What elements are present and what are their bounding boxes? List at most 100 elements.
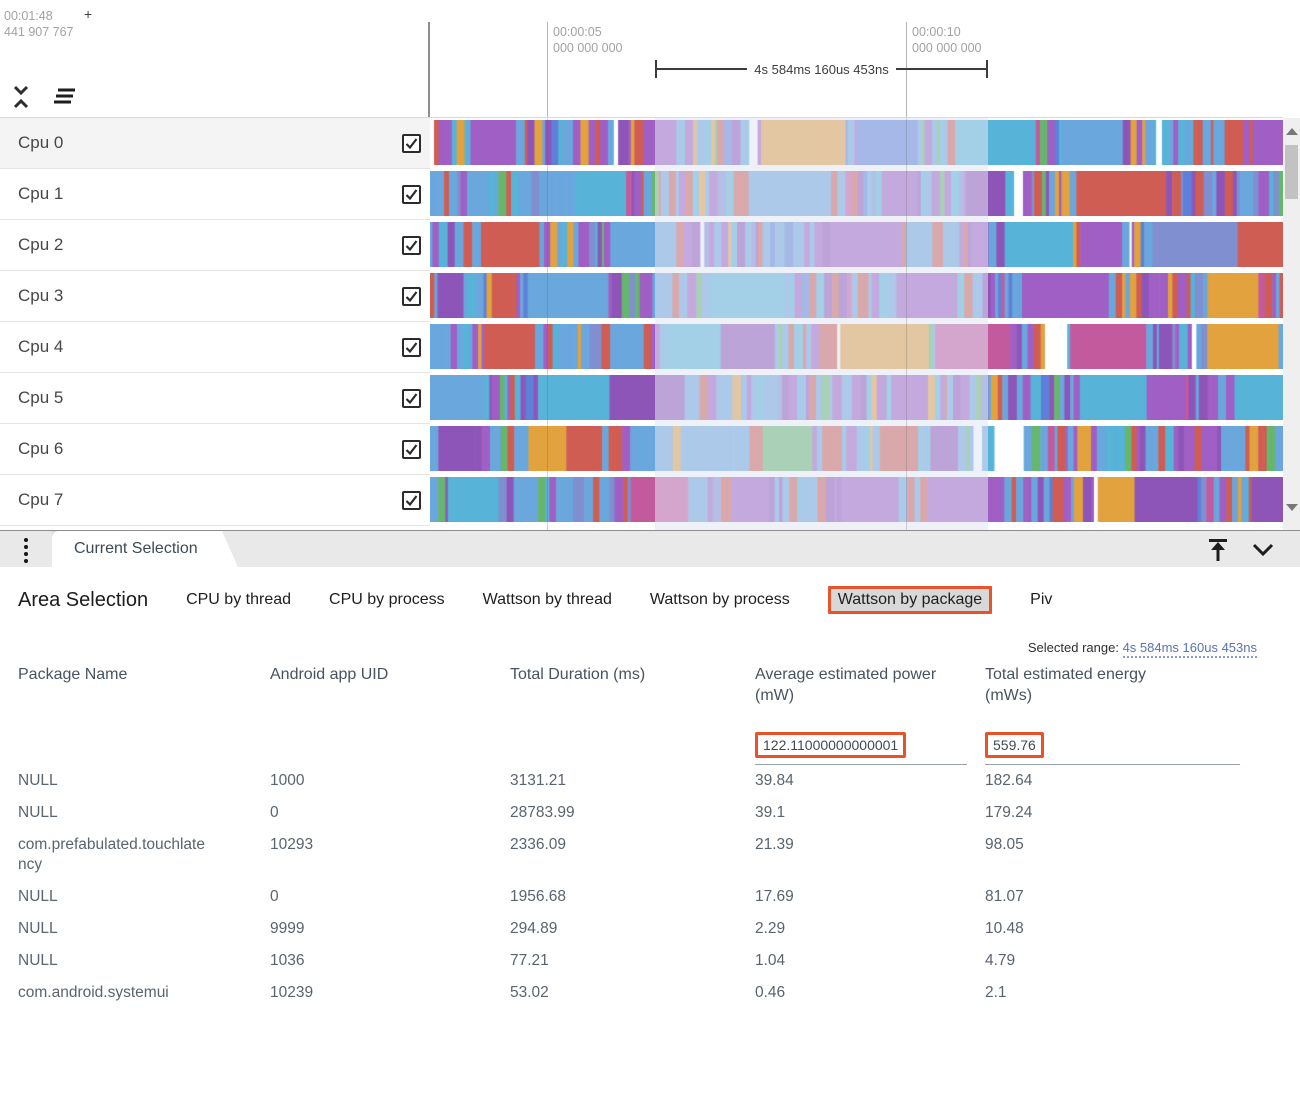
range-bracket-label: 4s 584ms 160us 453ns [754, 61, 889, 77]
summary-cell-empty [18, 732, 270, 765]
cpu-track-canvas[interactable] [430, 222, 1283, 267]
table-cell: NULL [18, 920, 58, 937]
table-cell: 2336.09 [510, 836, 567, 853]
sort-tracks-icon[interactable] [50, 87, 76, 107]
cpu-track-canvas[interactable] [430, 324, 1283, 369]
track-label-pane[interactable]: Cpu 0 [0, 118, 430, 169]
column-header-android-app-uid[interactable]: Android app UID [270, 666, 389, 683]
track-label-pane[interactable]: Cpu 4 [0, 322, 430, 373]
table-cell: 182.64 [985, 772, 1033, 789]
cpu-track-row: Cpu 0 [0, 118, 1283, 169]
track-checkbox[interactable] [402, 389, 421, 408]
track-checkbox[interactable] [402, 338, 421, 357]
header-divider [0, 117, 1283, 118]
track-checkbox[interactable] [402, 185, 421, 204]
column-header-total-estimated-energy[interactable]: Total estimated energy (mWs) [985, 666, 1146, 704]
table-cell: NULL [18, 888, 58, 905]
tab-wattson-by-package[interactable]: Wattson by package [827, 586, 993, 614]
wattson-package-table: Package Name Android app UID Total Durat… [18, 660, 1240, 1009]
selected-range-bracket[interactable]: 4s 584ms 160us 453ns [655, 60, 988, 78]
table-cell: 21.39 [755, 836, 794, 853]
table-cell: com.android.systemui [18, 984, 169, 1001]
cpu-track-canvas[interactable] [430, 477, 1283, 522]
panel-drag-handle-icon[interactable] [24, 538, 28, 563]
tab-current-selection[interactable]: Current Selection [52, 531, 238, 567]
cpu-track-canvas[interactable] [430, 171, 1283, 216]
track-label-pane[interactable]: Cpu 2 [0, 220, 430, 271]
tab-cpu-by-process[interactable]: CPU by process [329, 591, 445, 608]
cpu-track-canvas[interactable] [430, 120, 1283, 165]
column-header-average-estimated-power[interactable]: Average estimated power (mW) [755, 666, 937, 704]
track-checkbox[interactable] [402, 440, 421, 459]
timeline-grid-line [547, 118, 548, 530]
cpu-track-row: Cpu 2 [0, 220, 1283, 271]
cpu-track-canvas[interactable] [430, 426, 1283, 471]
area-selection-tabs: CPU by thread CPU by process Wattson by th… [186, 586, 1052, 614]
table-cell: 179.24 [985, 804, 1033, 821]
ruler-tick-line [547, 22, 548, 118]
track-checkbox[interactable] [402, 236, 421, 255]
cpu-track-row: Cpu 1 [0, 169, 1283, 220]
expand-panel-to-top-icon[interactable] [1206, 537, 1230, 563]
cpu-track-canvas[interactable] [430, 273, 1283, 318]
table-cell: 77.21 [510, 952, 549, 969]
table-cell: 28783.99 [510, 804, 575, 821]
tab-wattson-by-thread[interactable]: Wattson by thread [482, 591, 612, 608]
tab-piv[interactable]: Piv [1030, 591, 1053, 608]
table-cell: 2.29 [755, 920, 786, 937]
collapse-tracks-icon[interactable] [10, 84, 32, 110]
cpu-track-canvas[interactable] [430, 375, 1283, 420]
column-header-package-name[interactable]: Package Name [18, 666, 128, 683]
timeline-grid-line [906, 118, 907, 530]
table-cell: 39.84 [755, 772, 794, 789]
column-header-total-duration[interactable]: Total Duration (ms) [510, 666, 646, 683]
track-label-pane[interactable]: Cpu 7 [0, 475, 430, 526]
selected-range-label: Selected range: [1027, 640, 1123, 655]
timeline-offset-plus: + [84, 6, 93, 22]
tab-cpu-by-thread[interactable]: CPU by thread [186, 591, 292, 608]
table-cell: 0 [270, 888, 279, 905]
track-pane-divider [428, 22, 430, 118]
avg-power-total-badge: 122.11000000000001 [755, 732, 907, 758]
table-cell: 9999 [270, 920, 305, 937]
table-cell: NULL [18, 772, 58, 789]
cpu-track-list: Cpu 0 Cpu 1 Cpu 2 [0, 118, 1283, 526]
track-label-pane[interactable]: Cpu 5 [0, 373, 430, 424]
selected-range-row: Selected range: 4s 584ms 160us 453ns [1027, 640, 1257, 658]
table-cell: 294.89 [510, 920, 558, 937]
selected-range-value-link[interactable]: 4s 584ms 160us 453ns [1122, 640, 1257, 658]
track-checkbox[interactable] [402, 491, 421, 510]
track-label-pane[interactable]: Cpu 3 [0, 271, 430, 322]
track-scrollbar[interactable] [1283, 118, 1300, 530]
track-checkbox[interactable] [402, 134, 421, 153]
track-label-pane[interactable]: Cpu 6 [0, 424, 430, 475]
collapse-panel-chevron-down-icon[interactable] [1250, 541, 1276, 559]
table-cell: 0 [270, 804, 279, 821]
area-selection-title: Area Selection [18, 588, 149, 611]
table-cell: 98.05 [985, 836, 1024, 853]
table-cell: 1956.68 [510, 888, 567, 905]
track-label: Cpu 3 [18, 286, 64, 305]
table-cell: 1.04 [755, 952, 786, 969]
offset-ns: 441 907 767 [4, 25, 74, 39]
cpu-track-row: Cpu 4 [0, 322, 1283, 373]
track-label: Cpu 0 [18, 133, 64, 152]
track-label: Cpu 4 [18, 337, 64, 356]
tab-wattson-by-process[interactable]: Wattson by process [649, 591, 790, 608]
table-cell: NULL [18, 804, 58, 821]
track-label: Cpu 7 [18, 490, 64, 509]
scrollbar-up-arrow-icon[interactable] [1286, 128, 1298, 135]
table-cell: 4.79 [985, 952, 1016, 969]
scrollbar-thumb[interactable] [1285, 145, 1298, 199]
range-bracket-line [657, 68, 748, 70]
table-cell: com.prefabulated.touchlatency [18, 836, 205, 873]
total-energy-badge: 559.76 [985, 732, 1044, 758]
offset-time: 00:01:48 [4, 9, 53, 23]
track-checkbox[interactable] [402, 287, 421, 306]
track-label-pane[interactable]: Cpu 1 [0, 169, 430, 220]
summary-cell-empty [510, 732, 755, 765]
summary-cell-avg-power: 122.11000000000001 [755, 732, 967, 765]
table-cell: 3131.21 [510, 772, 567, 789]
scrollbar-down-arrow-icon[interactable] [1286, 504, 1298, 511]
